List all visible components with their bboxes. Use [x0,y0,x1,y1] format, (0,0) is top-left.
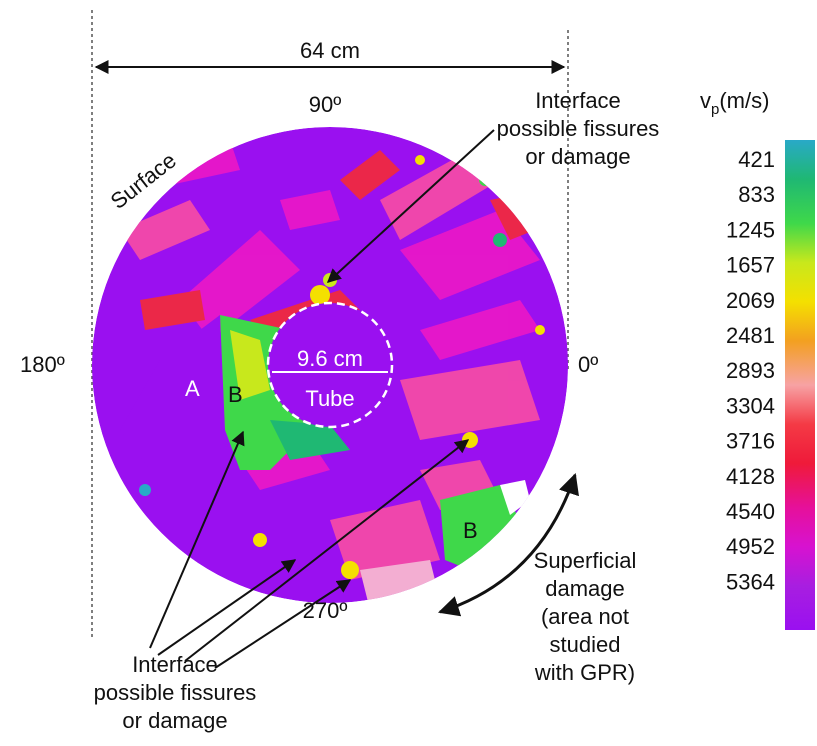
annotation-bottom-arrow-1 [149,430,245,649]
colorbar-title-sub: p [711,101,719,118]
colorbar-gradient [785,140,815,630]
annotation-right-line-2: damage [545,576,625,601]
annotation-bottom-line-3: or damage [122,708,227,733]
colorbar: vp(m/s) 421 833 1245 1657 2069 2481 2893 3304 37… [700,88,815,630]
annotation-right-line-3: (area not [541,604,629,629]
annotation-bottom-arrow-2 [157,559,297,656]
colorbar-tick-label: 5364 [726,569,775,594]
colorbar-tick-label: 2069 [726,288,775,313]
angle-270-label: 270º [303,598,348,623]
colorbar-title: vp(m/s) [700,88,769,118]
colorbar-tick-label: 3716 [726,429,775,454]
colorbar-tick-label: 4952 [726,534,775,559]
annotation-bottom: Interface possible fissures or damage [94,652,257,733]
region-b-label-left: B [228,382,243,407]
annotation-top: Interface possible fissures or damage [497,88,660,169]
annotation-right-line-4: studied [550,632,621,657]
colorbar-tick-label: 833 [738,182,775,207]
annotation-top-line-2: possible fissures [497,116,660,141]
region-a-label: A [185,376,200,401]
annotation-right-line-5: with GPR) [534,660,635,685]
tube-label: Tube [305,386,354,411]
colorbar-tick-label: 4128 [726,464,775,489]
annotation-bottom-line-2: possible fissures [94,680,257,705]
region-b-label-right: B [463,518,478,543]
tube-outline [266,301,394,429]
angle-90-label: 90º [309,92,342,117]
colorbar-tick-label: 2481 [726,323,775,348]
superficial-damage-arrow [438,473,579,617]
angle-180-label: 180º [20,352,65,377]
colorbar-tick-label: 4540 [726,499,775,524]
colorbar-tick-label: 3304 [726,393,775,418]
colorbar-title-unit: (m/s) [719,88,769,113]
annotation-bottom-arrow-4 [214,579,352,669]
annotation-right-line-1: Superficial [534,548,637,573]
colorbar-tick-label: 1657 [726,253,775,278]
colorbar-title-main: v [700,88,711,113]
colorbar-ticks: 421 833 1245 1657 2069 2481 2893 3304 3716 4128 45… [726,147,775,594]
colorbar-tick-label: 2893 [726,358,775,383]
annotation-top-line-1: Interface [535,88,621,113]
dimension-label: 64 cm [300,38,360,63]
angle-0-label: 0º [578,352,598,377]
annotation-top-line-3: or damage [525,144,630,169]
annotation-bottom-arrow-3 [184,439,470,662]
colorbar-tick-label: 1245 [726,217,775,242]
tube-diameter-label: 9.6 cm [297,346,363,371]
annotation-bottom-line-1: Interface [132,652,218,677]
annotation-top-arrow [326,129,495,283]
annotation-right: Superficial damage (area not studied wit… [534,548,637,685]
colorbar-tick-label: 421 [738,147,775,172]
